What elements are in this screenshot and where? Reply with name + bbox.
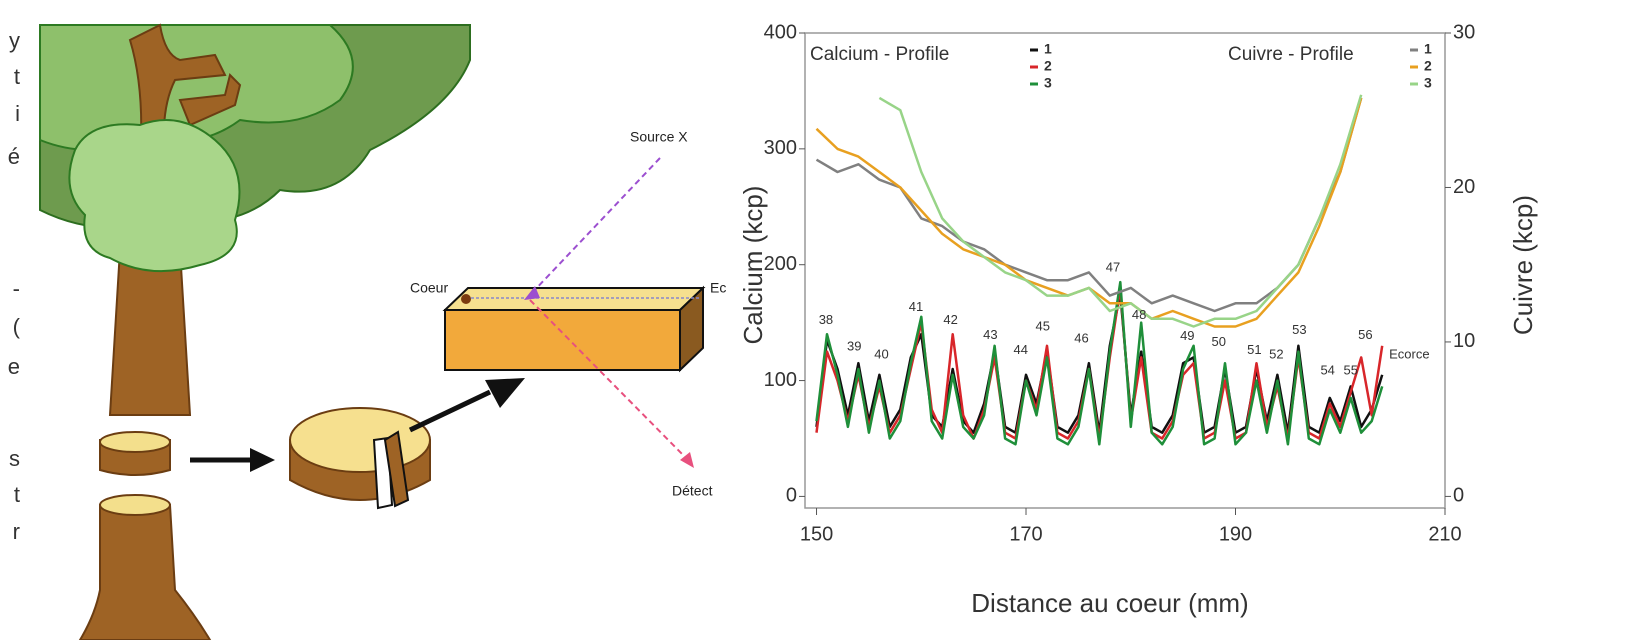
fragment: r (13, 519, 20, 544)
legend-label: 3 (1044, 75, 1052, 91)
ring-label: 47 (1106, 260, 1120, 275)
fragment: ( (13, 314, 21, 339)
fragment: e (8, 354, 20, 379)
x-tick-label: 170 (1009, 523, 1042, 545)
x-tick-label: 150 (800, 523, 833, 545)
ring-label: 53 (1292, 322, 1306, 337)
ring-label: 43 (983, 327, 997, 342)
y2-tick-label: 0 (1453, 485, 1464, 507)
legend-title: Calcium - Profile (810, 44, 949, 65)
ring-label: 38 (819, 312, 833, 327)
fragment: i (15, 101, 20, 126)
ring-label: 46 (1074, 330, 1088, 345)
legend-label: 2 (1044, 58, 1052, 74)
fragment: y (9, 28, 20, 53)
x-tick-label: 190 (1219, 523, 1252, 545)
ring-label: Ecorce (1389, 347, 1429, 362)
source-label: Source X (630, 129, 688, 145)
series-line (817, 98, 1362, 311)
series-line (817, 282, 1383, 444)
x-axis-label: Distance au coeur (mm) (971, 588, 1248, 618)
ring-label: 42 (943, 312, 957, 327)
ring-label: 45 (1036, 319, 1050, 334)
ring-label: 41 (909, 299, 923, 314)
ecorce-label: Ec (710, 280, 726, 296)
ring-label: 55 (1343, 363, 1357, 378)
ring-label: 51 (1247, 342, 1261, 357)
y-tick-label: 400 (764, 21, 797, 43)
legend-label: 2 (1424, 58, 1432, 74)
ring-label: 44 (1014, 342, 1028, 357)
figure: y t i é - ( e s t r (0, 0, 1648, 640)
y2-tick-label: 20 (1453, 176, 1475, 198)
fragment: t (14, 482, 20, 507)
fragment: t (14, 64, 20, 89)
y2-tick-label: 10 (1453, 330, 1475, 352)
coeur-label: Coeur (410, 280, 448, 296)
ring-label: 40 (874, 347, 888, 362)
tree: Source X Coeur Ec Détect (40, 25, 726, 640)
y-tick-label: 0 (786, 485, 797, 507)
ring-label: 39 (847, 338, 861, 353)
ring-label: 50 (1212, 334, 1226, 349)
chart: Distance au coeur (mm) Calcium (kcp) Cui… (738, 21, 1538, 618)
y-tick-label: 300 (764, 137, 797, 159)
legend-label: 3 (1424, 75, 1432, 91)
ring-label: 48 (1132, 307, 1146, 322)
fragment: - (13, 276, 20, 301)
fragment: é (8, 144, 20, 169)
plot-frame (805, 33, 1445, 508)
ring-label: 54 (1320, 363, 1334, 378)
legend-title: Cuivre - Profile (1228, 44, 1354, 65)
series-line (817, 98, 1362, 327)
x-tick-label: 210 (1428, 523, 1461, 545)
y-tick-label: 100 (764, 369, 797, 391)
ring-label: 52 (1269, 347, 1283, 362)
y2-tick-label: 30 (1453, 21, 1475, 43)
y-tick-label: 200 (764, 253, 797, 275)
legend-label: 1 (1424, 41, 1432, 57)
margin-fragments: y t i é - ( e s t r (8, 28, 21, 544)
ring-label: 49 (1180, 328, 1194, 343)
fragment: s (9, 446, 20, 471)
detecteur-label: Détect (672, 483, 713, 499)
y2-axis-label: Cuivre (kcp) (1508, 195, 1538, 335)
legend-label: 1 (1044, 41, 1052, 57)
ring-label: 56 (1358, 327, 1372, 342)
